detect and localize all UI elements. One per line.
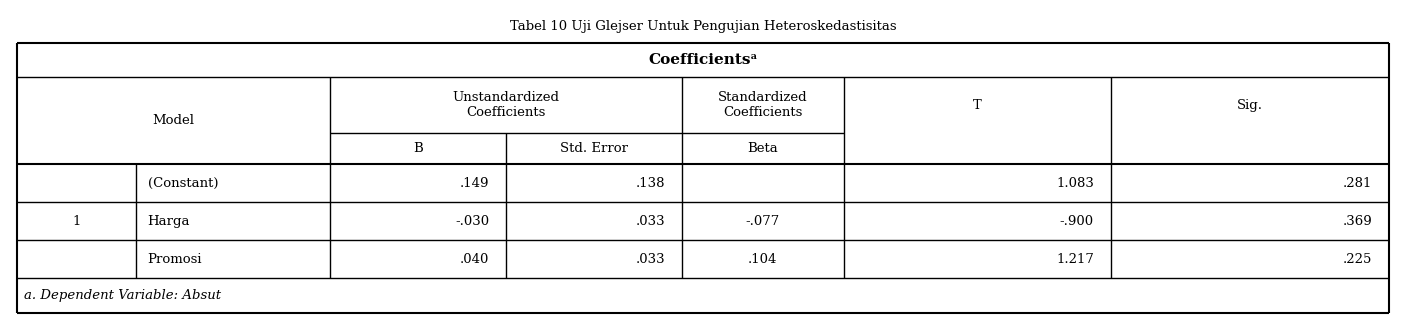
Text: .040: .040 (460, 252, 489, 266)
Text: Tabel 10 Uji Glejser Untuk Pengujian Heteroskedastisitas: Tabel 10 Uji Glejser Untuk Pengujian Het… (510, 20, 896, 33)
Text: 1.217: 1.217 (1056, 252, 1094, 266)
Text: Std. Error: Std. Error (560, 142, 628, 155)
Text: B: B (413, 142, 423, 155)
Text: a. Dependent Variable: Absut: a. Dependent Variable: Absut (24, 289, 221, 302)
Text: .104: .104 (748, 252, 778, 266)
Text: -.030: -.030 (456, 215, 489, 228)
Text: Unstandardized
Coefficients: Unstandardized Coefficients (453, 91, 560, 119)
Text: 1: 1 (73, 215, 80, 228)
Text: Beta: Beta (748, 142, 778, 155)
Text: -.900: -.900 (1060, 215, 1094, 228)
Text: 1.083: 1.083 (1056, 177, 1094, 190)
Text: T: T (973, 99, 981, 112)
Text: Standardized
Coefficients: Standardized Coefficients (718, 91, 807, 119)
Text: Sig.: Sig. (1237, 99, 1263, 112)
Text: .033: .033 (636, 215, 665, 228)
Text: .369: .369 (1343, 215, 1372, 228)
Text: (Constant): (Constant) (148, 177, 218, 190)
Text: Harga: Harga (148, 215, 190, 228)
Text: .149: .149 (460, 177, 489, 190)
Text: Coefficientsᵃ: Coefficientsᵃ (648, 53, 758, 67)
Text: Promosi: Promosi (148, 252, 202, 266)
Text: -.077: -.077 (745, 215, 780, 228)
Text: Model: Model (153, 114, 194, 127)
Text: .033: .033 (636, 252, 665, 266)
Text: .281: .281 (1343, 177, 1372, 190)
Text: .225: .225 (1343, 252, 1372, 266)
Text: .138: .138 (636, 177, 665, 190)
